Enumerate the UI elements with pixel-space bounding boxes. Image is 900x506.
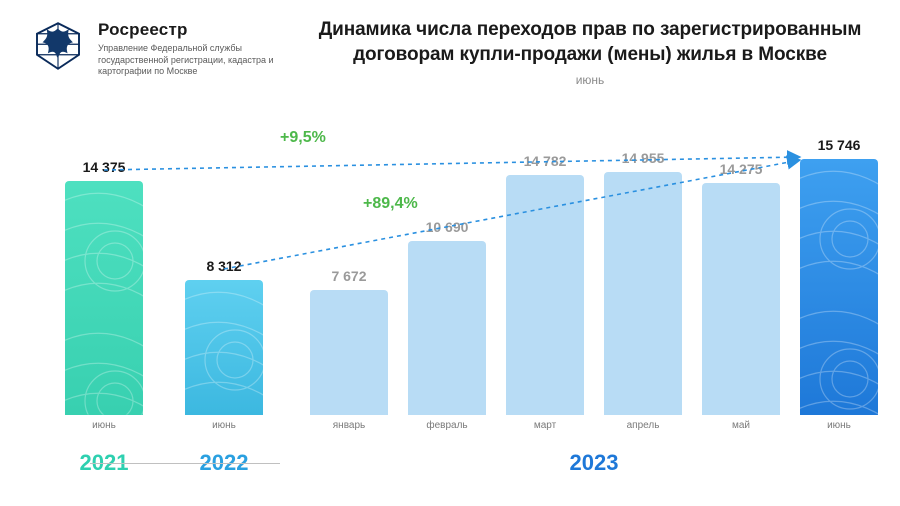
chart-area: 14 375 8 312 7 672 10 690 14 782 14 955 14 275… — [0, 125, 900, 415]
pct-label: +9,5% — [280, 129, 326, 147]
bar-value: 15 746 — [818, 137, 861, 153]
bar — [65, 181, 143, 415]
year-label: 2023 — [300, 450, 888, 476]
bar — [185, 280, 263, 415]
bar — [800, 159, 878, 415]
chart-title: Динамика числа переходов прав по зарегис… — [310, 18, 870, 67]
bar-group: 14 955 — [594, 125, 692, 415]
bar-value: 7 672 — [331, 268, 366, 284]
bar-group: 7 672 — [300, 125, 398, 415]
month-label: февраль — [398, 420, 496, 431]
bar-value: 14 955 — [622, 150, 665, 166]
month-label: июнь — [790, 420, 888, 431]
org-subtitle: Управление Федеральной службы государств… — [98, 43, 298, 78]
rosreestr-logo-icon — [30, 18, 86, 74]
bar-value: 14 375 — [83, 159, 126, 175]
bar-group: 14 375 — [55, 125, 153, 415]
bar-value: 8 312 — [206, 258, 241, 274]
org-name: Росреестр — [98, 20, 298, 40]
bar-group: 8 312 — [175, 125, 273, 415]
bar-group: 10 690 — [398, 125, 496, 415]
bar — [506, 175, 584, 415]
bar — [702, 183, 780, 415]
month-label: июнь — [55, 420, 153, 431]
bar-group: 14 275 — [692, 125, 790, 415]
month-label: июнь — [175, 420, 273, 431]
pct-label: +89,4% — [363, 195, 418, 213]
bar — [408, 241, 486, 415]
bar-value: 10 690 — [426, 219, 469, 235]
bar — [604, 172, 682, 415]
month-label: апрель — [594, 420, 692, 431]
month-label: январь — [300, 420, 398, 431]
chart-subtitle: июнь — [310, 73, 870, 87]
bar-group: 14 782 — [496, 125, 594, 415]
header: Росреестр Управление Федеральной службы … — [0, 0, 900, 87]
month-label: март — [496, 420, 594, 431]
month-label: май — [692, 420, 790, 431]
bar-value: 14 275 — [720, 161, 763, 177]
org-block: Росреестр Управление Федеральной службы … — [98, 18, 298, 78]
bar — [310, 290, 388, 415]
bar-group: 15 746 — [790, 125, 888, 415]
bar-value: 14 782 — [524, 153, 567, 169]
